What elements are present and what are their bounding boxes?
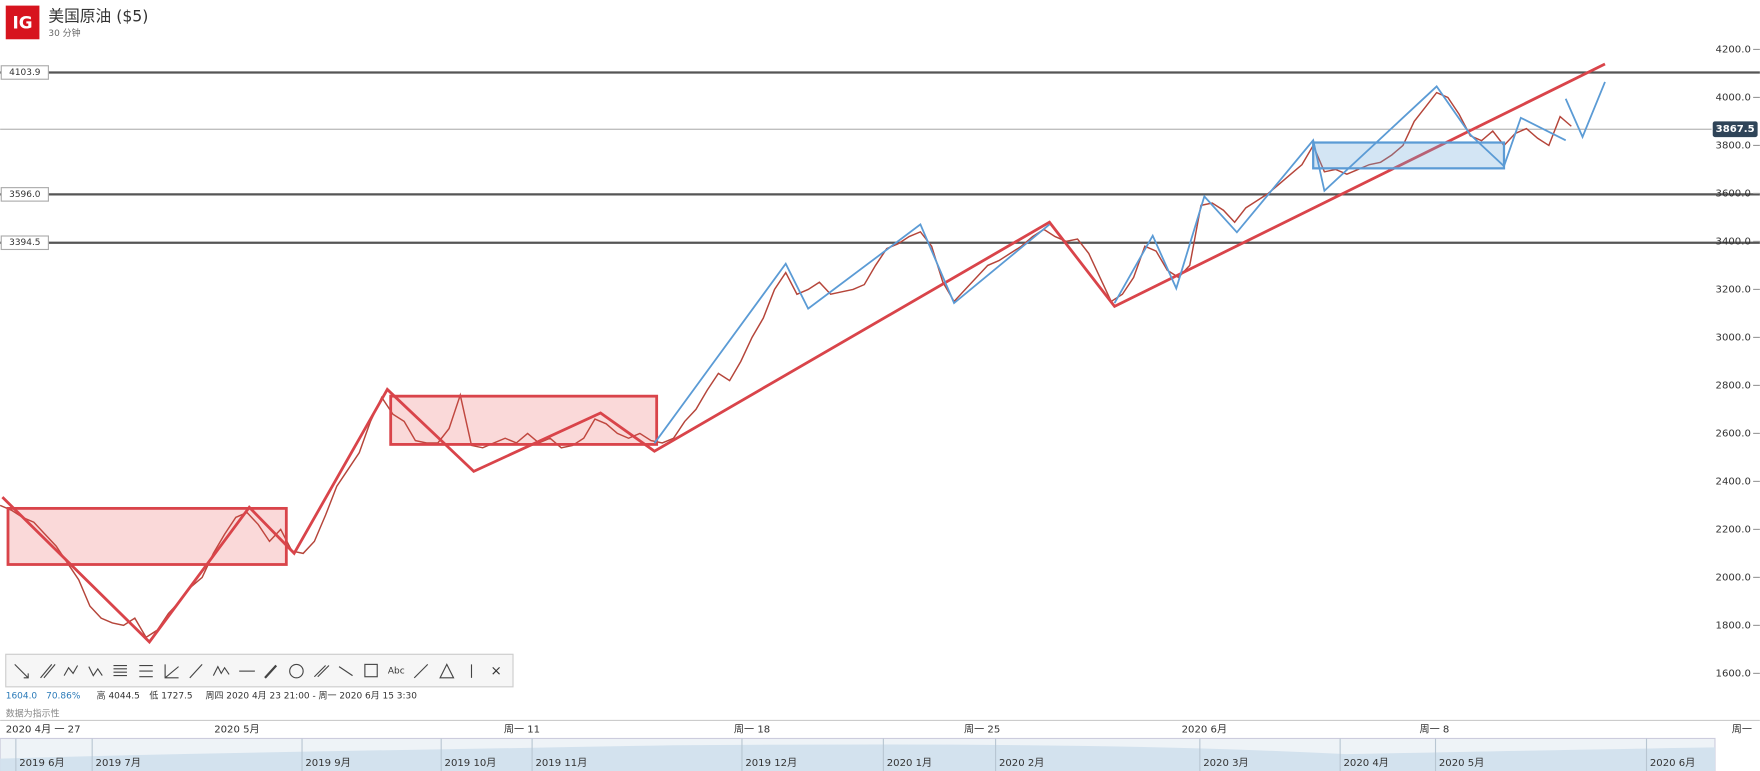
y-tick-label: 1800.0 [1716, 620, 1751, 631]
x-tick-label: 周一 [1732, 723, 1752, 735]
y-tick-label: 1600.0 [1716, 668, 1751, 679]
navigator-label: 2020 1月 [887, 757, 932, 769]
tool-rect[interactable] [364, 663, 378, 678]
x-tick-label: 周一 25 [964, 723, 1000, 735]
toolbar: Abc × [5, 653, 514, 688]
tool-fib[interactable] [113, 664, 127, 677]
series [0, 91, 1572, 639]
header: IG 美国原油 ($5) 30 分钟 [5, 5, 148, 40]
drawings [1, 62, 1606, 645]
y-tick-label: 3800.0 [1716, 140, 1751, 151]
tool-pencil[interactable] [264, 664, 278, 679]
price-line [0, 91, 1572, 639]
x-tick-label: 2020 6月 [1182, 723, 1227, 735]
navigator-label: 2019 11月 [535, 757, 587, 769]
tool-fan[interactable] [164, 664, 179, 679]
levels: 4103.9 3596.0 3394.5 [0, 65, 1760, 251]
blue-box [1312, 141, 1506, 170]
info-item: 1604.0 [6, 691, 38, 701]
red-trend [1, 62, 1606, 645]
navigator-label: 2019 7月 [96, 757, 141, 769]
level-label-box [0, 187, 49, 202]
navigator-label: 2019 12月 [745, 757, 797, 769]
toolbar-close[interactable]: × [491, 664, 502, 679]
last-price-label: 3867.5 [1716, 124, 1755, 135]
tool-wave[interactable] [63, 665, 79, 676]
navigator-label: 2020 3月 [1203, 757, 1248, 769]
navigator: 2019 6月 2019 7月 2019 9月 2019 10月 2019 11月 201… [0, 737, 1716, 771]
y-tick-label: 3200.0 [1716, 284, 1751, 295]
y-tick-label: 2400.0 [1716, 476, 1751, 487]
y-tick-label: 2600.0 [1716, 428, 1751, 439]
level-label: 3394.5 [9, 238, 40, 248]
tool-parallel[interactable] [40, 664, 56, 679]
tool-icons [14, 663, 473, 679]
tool-ray[interactable] [338, 666, 353, 677]
navigator-label: 2020 4月 [1343, 757, 1388, 769]
blue-zigzag [1564, 81, 1606, 140]
red-box [6, 506, 288, 566]
navigator-label: 2019 6月 [19, 757, 64, 769]
subtitle: 30 分钟 [48, 27, 80, 39]
navigator-label: 2020 2月 [999, 757, 1044, 769]
note: 数据为指示性 [6, 707, 60, 719]
x-tick-label: 周一 18 [734, 723, 770, 735]
navigator-label: 2019 10月 [445, 757, 497, 769]
navigator-label: 2020 6月 [1650, 757, 1695, 769]
x-tick-label: 周一 11 [504, 723, 540, 735]
y-tick-label: 3600.0 [1716, 188, 1751, 199]
navigator-label: 2020 5月 [1439, 757, 1484, 769]
toolbar-box [5, 653, 514, 688]
navigator-label: 2019 9月 [305, 757, 350, 769]
blue-zigzag [653, 223, 1051, 444]
x-tick-label: 周一 8 [1419, 723, 1449, 735]
y-tick-label: 4000.0 [1716, 92, 1751, 103]
tool-arrow[interactable] [14, 663, 29, 679]
tool-segment[interactable] [413, 663, 429, 679]
red-box [389, 394, 659, 446]
title: 美国原油 ($5) [48, 6, 148, 25]
y-tick-label: 4200.0 [1716, 44, 1751, 55]
level-label-box [0, 235, 49, 251]
tool-pattern[interactable] [212, 665, 230, 676]
tool-zigzag[interactable] [88, 666, 103, 677]
level-label-box [0, 65, 49, 80]
x-tick-label: 2020 4月 一 27 [6, 723, 81, 735]
logo-text: IG [13, 13, 33, 33]
tool-text[interactable]: Abc [388, 667, 405, 677]
y-tick-label: 3000.0 [1716, 332, 1751, 343]
last-price-box [1712, 121, 1758, 138]
tool-line[interactable] [189, 664, 203, 679]
level-label: 3596.0 [9, 190, 41, 200]
info-bar: 数据为指示性 1604.0 70.86% 高 4044.5 低 1727.5 周四 20… [6, 689, 417, 719]
tool-levels[interactable] [139, 664, 153, 678]
axes: 1600.0 1800.0 2000.0 2200.0 2400.0 2600.0 2800… [0, 44, 1760, 735]
x-tick-label: 2020 5月 [214, 723, 259, 735]
info-item: 高 4044.5 [97, 689, 140, 701]
navigator-area [0, 744, 1715, 771]
blue-zigzag [1113, 85, 1567, 304]
y-tick-label: 2200.0 [1716, 524, 1751, 535]
tool-triangle[interactable] [439, 663, 455, 679]
info-item: 低 1727.5 [149, 689, 192, 701]
y-tick-label: 2800.0 [1716, 380, 1751, 391]
level-label: 4103.9 [9, 68, 41, 78]
tool-channel[interactable] [313, 665, 330, 678]
y-tick-label: 3400.0 [1716, 236, 1751, 247]
y-tick-label: 2000.0 [1716, 572, 1751, 583]
info-item: 周四 2020 4月 23 21:00 - 周一 2020 6月 15 3:30 [206, 690, 418, 701]
info-item: 70.86% [46, 691, 81, 701]
logo [5, 5, 40, 40]
tool-circle[interactable] [289, 663, 304, 679]
